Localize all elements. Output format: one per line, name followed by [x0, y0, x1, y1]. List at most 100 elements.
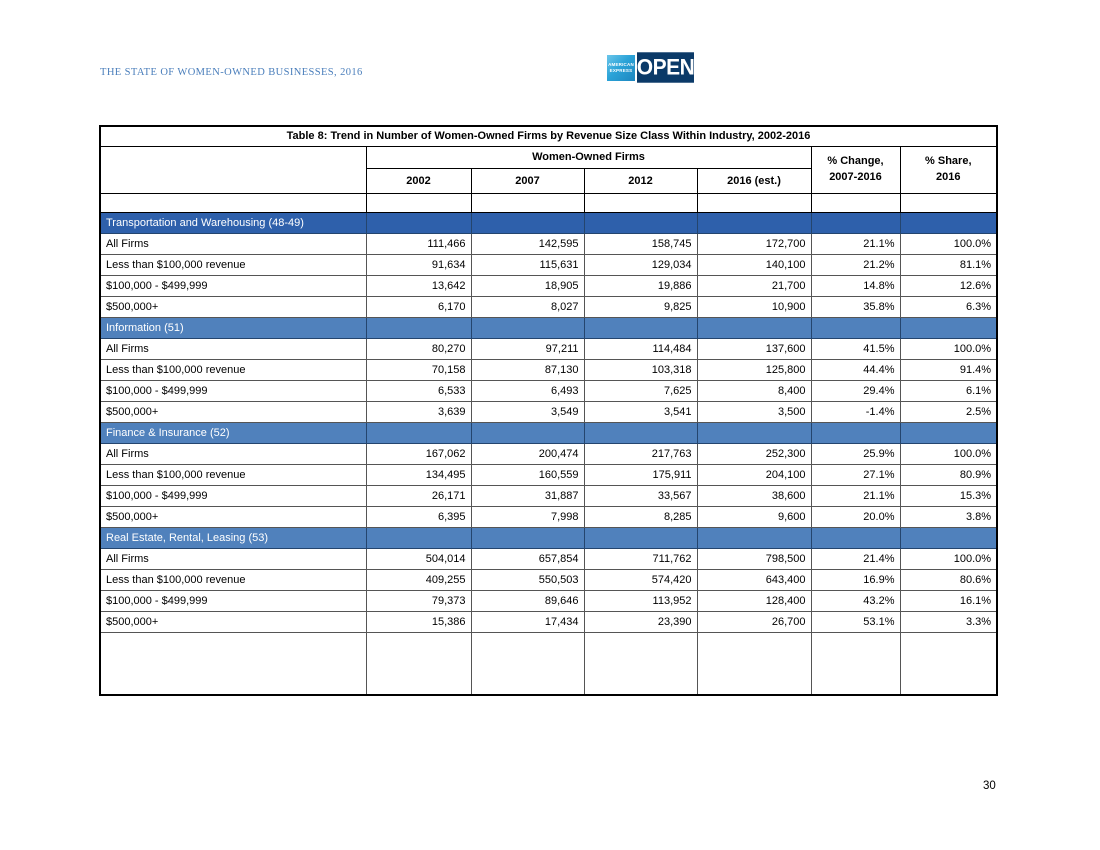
value-cell: 26,700	[696, 610, 812, 633]
industry-section-row: Real Estate, Rental, Leasing (53)	[99, 526, 998, 549]
section-fill-cell	[470, 316, 585, 339]
value-cell: 113,952	[583, 589, 698, 612]
table-row: All Firms 504,014 657,854 711,762 798,500 21.…	[99, 547, 998, 570]
table-row: Less than $100,000 revenue 134,495 160,559…	[99, 463, 998, 486]
bottom-empty-cell	[365, 631, 472, 696]
industry-section-row: Finance & Insurance (52)	[99, 421, 998, 444]
value-cell: 2.5%	[899, 400, 998, 423]
value-cell: 252,300	[696, 442, 812, 465]
pct-share-header: % Share, 2016	[899, 145, 998, 194]
industry-section-label: Finance & Insurance (52)	[99, 421, 367, 444]
value-cell: 13,642	[365, 274, 472, 297]
industry-section-label: Information (51)	[99, 316, 367, 339]
table-row: $500,000+ 3,639 3,549 3,541 3,500 -1.4% 2.5%	[99, 400, 998, 423]
report-header-title: THE STATE OF WOMEN-OWNED BUSINESSES, 201…	[100, 67, 363, 78]
revenue-class-label: Less than $100,000 revenue	[99, 253, 367, 276]
value-cell: 6,170	[365, 295, 472, 318]
value-cell: 100.0%	[899, 232, 998, 255]
value-cell: 137,600	[696, 337, 812, 360]
value-cell: 100.0%	[899, 547, 998, 570]
value-cell: 6.1%	[899, 379, 998, 402]
value-cell: 7,625	[583, 379, 698, 402]
value-cell: 200,474	[470, 442, 585, 465]
industry-section-label: Transportation and Warehousing (48-49)	[99, 211, 367, 234]
value-cell: 16.1%	[899, 589, 998, 612]
spacer-cell	[365, 192, 472, 213]
table-row: $100,000 - $499,999 6,533 6,493 7,625 8,400 2…	[99, 379, 998, 402]
value-cell: 15,386	[365, 610, 472, 633]
section-fill-cell	[696, 421, 812, 444]
section-fill-cell	[810, 316, 901, 339]
section-fill-cell	[470, 211, 585, 234]
table-title-row: Table 8: Trend in Number of Women-Owned …	[99, 125, 998, 147]
value-cell: 81.1%	[899, 253, 998, 276]
section-fill-cell	[810, 526, 901, 549]
pct-change-header: % Change, 2007-2016	[810, 145, 901, 194]
revenue-class-label: All Firms	[99, 337, 367, 360]
value-cell: 140,100	[696, 253, 812, 276]
value-cell: 6,395	[365, 505, 472, 528]
value-cell: -1.4%	[810, 400, 901, 423]
value-cell: 80.6%	[899, 568, 998, 591]
industry-section-row: Information (51)	[99, 316, 998, 339]
value-cell: 100.0%	[899, 442, 998, 465]
section-fill-cell	[696, 211, 812, 234]
bottom-row	[99, 631, 998, 696]
value-cell: 14.8%	[810, 274, 901, 297]
section-fill-cell	[470, 421, 585, 444]
value-cell: 9,825	[583, 295, 698, 318]
bottom-empty-cell	[583, 631, 698, 696]
value-cell: 87,130	[470, 358, 585, 381]
value-cell: 21.2%	[810, 253, 901, 276]
value-cell: 409,255	[365, 568, 472, 591]
value-cell: 44.4%	[810, 358, 901, 381]
value-cell: 103,318	[583, 358, 698, 381]
section-fill-cell	[583, 211, 698, 234]
year-header-cell: 2012	[583, 167, 698, 194]
value-cell: 27.1%	[810, 463, 901, 486]
value-cell: 43.2%	[810, 589, 901, 612]
table-group-header-row: Women-Owned Firms % Change, 2007-2016 % …	[99, 145, 998, 194]
revenue-class-label: $100,000 - $499,999	[99, 589, 367, 612]
value-cell: 6,493	[470, 379, 585, 402]
value-cell: 89,646	[470, 589, 585, 612]
value-cell: 504,014	[365, 547, 472, 570]
value-cell: 8,285	[583, 505, 698, 528]
value-cell: 158,745	[583, 232, 698, 255]
value-cell: 21.4%	[810, 547, 901, 570]
table-row: All Firms 80,270 97,211 114,484 137,600 41.5%…	[99, 337, 998, 360]
value-cell: 643,400	[696, 568, 812, 591]
value-cell: 18,905	[470, 274, 585, 297]
value-cell: 15.3%	[899, 484, 998, 507]
section-fill-cell	[899, 526, 998, 549]
value-cell: 100.0%	[899, 337, 998, 360]
table-row: Less than $100,000 revenue 409,255 550,503…	[99, 568, 998, 591]
revenue-class-label: $500,000+	[99, 505, 367, 528]
table-row: $100,000 - $499,999 79,373 89,646 113,952 12…	[99, 589, 998, 612]
section-fill-cell	[470, 526, 585, 549]
value-cell: 12.6%	[899, 274, 998, 297]
open-logo: OPEN	[637, 52, 695, 83]
spacer-cell	[470, 192, 585, 213]
value-cell: 3,639	[365, 400, 472, 423]
value-cell: 3,549	[470, 400, 585, 423]
value-cell: 79,373	[365, 589, 472, 612]
value-cell: 31,887	[470, 484, 585, 507]
value-cell: 798,500	[696, 547, 812, 570]
value-cell: 10,900	[696, 295, 812, 318]
value-cell: 8,027	[470, 295, 585, 318]
value-cell: 111,466	[365, 232, 472, 255]
table-8-women-owned-firms: Table 8: Trend in Number of Women-Owned …	[99, 125, 999, 696]
value-cell: 80.9%	[899, 463, 998, 486]
value-cell: 204,100	[696, 463, 812, 486]
section-fill-cell	[583, 526, 698, 549]
women-owned-firms-group-header: Women-Owned Firms	[365, 145, 812, 169]
table-row: $500,000+ 6,395 7,998 8,285 9,600 20.0% 3.8%	[99, 505, 998, 528]
table-row: Less than $100,000 revenue 91,634 115,631 1…	[99, 253, 998, 276]
section-fill-cell	[696, 526, 812, 549]
bottom-empty-cell	[470, 631, 585, 696]
value-cell: 7,998	[470, 505, 585, 528]
spacer-cell	[583, 192, 698, 213]
section-fill-cell	[810, 211, 901, 234]
value-cell: 175,911	[583, 463, 698, 486]
